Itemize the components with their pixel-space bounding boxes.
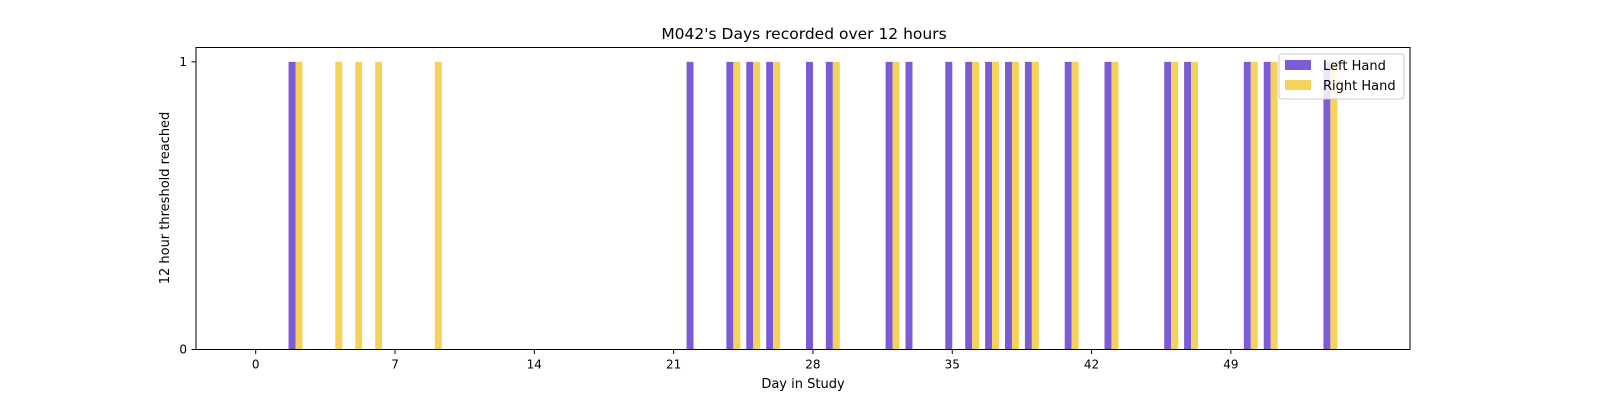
bar-left-hand-day-2 [288,61,296,350]
plot-frame [195,47,1411,350]
legend-swatch-left-hand [1285,60,1311,70]
bar-left-hand-day-33 [905,61,913,350]
bar-right-hand-day-24 [733,61,741,350]
y-tick-label: 1 [179,55,187,69]
bar-left-hand-day-47 [1184,61,1192,350]
y-axis-label: 12 hour threshold reached [158,112,173,285]
bar-right-hand-day-6 [375,61,383,350]
bar-right-hand-day-9 [434,61,442,350]
bar-left-hand-day-41 [1064,61,1072,350]
bar-right-hand-day-54 [1330,61,1338,350]
bar-left-hand-day-32 [885,61,893,350]
bar-right-hand-day-50 [1250,61,1258,350]
y-tick-label: 0 [179,343,187,357]
bar-right-hand-day-32 [892,61,900,350]
bar-left-hand-day-36 [965,61,973,350]
bar-left-hand-day-54 [1323,61,1331,350]
bar-right-hand-day-38 [1011,61,1019,350]
legend-swatch-right-hand [1285,80,1311,90]
x-axis: 0 7 14 21 28 35 42 49 [252,349,1239,372]
bar-left-hand-day-50 [1243,61,1251,350]
bar-right-hand-day-47 [1191,61,1199,350]
bar-right-hand-day-51 [1270,61,1278,350]
x-tick-label: 14 [527,358,542,372]
x-axis-label: Day in Study [761,377,845,392]
y-axis: 01 [179,55,196,357]
x-tick-label: 28 [805,358,820,372]
bar-left-hand-day-28 [805,61,813,350]
x-tick-label: 49 [1223,358,1238,372]
bar-right-hand-day-4 [335,61,343,350]
bar-right-hand-day-37 [992,61,1000,350]
bar-right-hand-day-41 [1071,61,1079,350]
x-tick-label: 0 [252,358,260,372]
x-tick-label: 21 [666,358,681,372]
bar-left-hand-day-51 [1263,61,1271,350]
bar-left-hand-day-35 [945,61,953,350]
bar-right-hand-day-25 [753,61,761,350]
bar-right-hand-day-36 [972,61,980,350]
bar-right-hand-day-5 [355,61,363,350]
bar-right-hand-day-26 [773,61,781,350]
bar-right-hand-day-43 [1111,61,1119,350]
bar-left-hand-day-43 [1104,61,1112,350]
x-tick-label: 7 [391,358,399,372]
bar-left-hand-day-39 [1024,61,1032,350]
bar-right-hand-day-39 [1031,61,1039,350]
bar-right-hand-day-29 [832,61,840,350]
bar-left-hand-day-26 [766,61,774,350]
bar-left-hand-day-22 [686,61,694,350]
bar-right-hand-day-2 [295,61,303,350]
bar-left-hand-day-46 [1164,61,1172,350]
bars-group [288,61,1338,350]
bar-left-hand-day-37 [985,61,993,350]
legend-label-right-hand: Right Hand [1323,79,1396,94]
x-tick-label: 35 [945,358,960,372]
bar-left-hand-day-29 [825,61,833,350]
x-tick-label: 42 [1084,358,1099,372]
bar-right-hand-day-46 [1171,61,1179,350]
chart-title: M042's Days recorded over 12 hours [661,25,946,43]
bar-left-hand-day-25 [746,61,754,350]
legend-label-left-hand: Left Hand [1323,59,1386,74]
bar-left-hand-day-24 [726,61,734,350]
bar-left-hand-day-38 [1005,61,1012,350]
legend: Left Hand Right Hand [1278,53,1405,100]
